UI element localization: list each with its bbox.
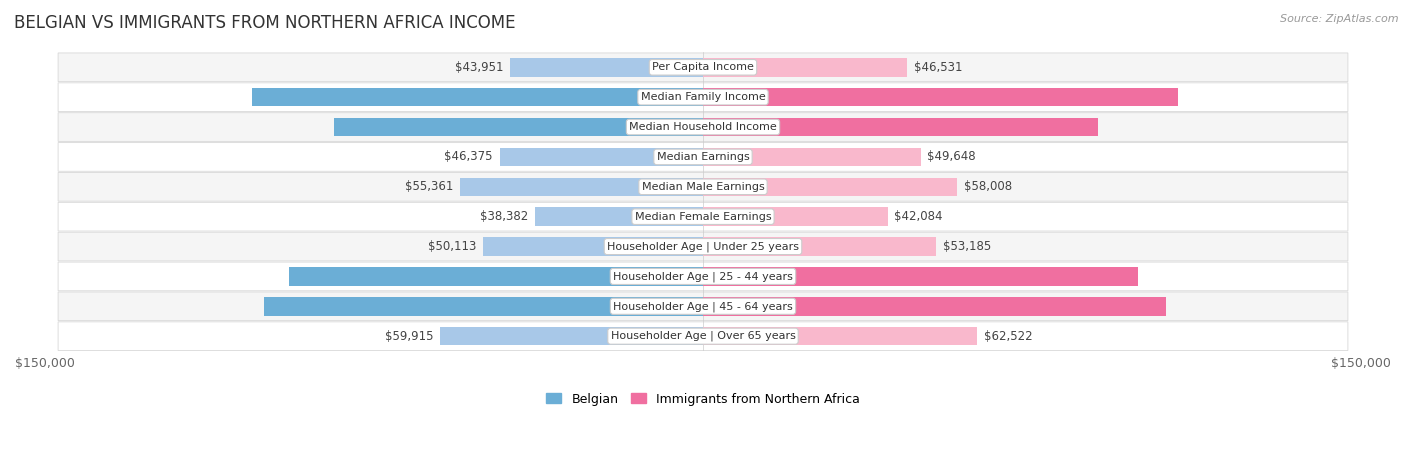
- Bar: [264, 297, 703, 316]
- Bar: [703, 118, 1098, 136]
- Bar: [703, 327, 977, 346]
- Text: Source: ZipAtlas.com: Source: ZipAtlas.com: [1281, 14, 1399, 24]
- Text: Median Female Earnings: Median Female Earnings: [634, 212, 772, 222]
- FancyBboxPatch shape: [58, 113, 1348, 142]
- Bar: [290, 267, 703, 286]
- Text: Median Household Income: Median Household Income: [628, 122, 778, 132]
- Bar: [703, 207, 887, 226]
- Text: Median Earnings: Median Earnings: [657, 152, 749, 162]
- Text: $90,026: $90,026: [669, 120, 723, 134]
- Text: Median Family Income: Median Family Income: [641, 92, 765, 102]
- Text: $42,084: $42,084: [894, 210, 942, 223]
- Bar: [703, 148, 921, 166]
- Text: $94,262: $94,262: [682, 270, 737, 283]
- Text: $50,113: $50,113: [429, 240, 477, 253]
- Text: $38,382: $38,382: [479, 210, 529, 223]
- Bar: [499, 148, 703, 166]
- Text: Per Capita Income: Per Capita Income: [652, 62, 754, 72]
- Text: $102,788: $102,788: [681, 91, 742, 104]
- Text: $53,185: $53,185: [943, 240, 991, 253]
- Text: $62,522: $62,522: [984, 330, 1032, 343]
- Text: $108,161: $108,161: [665, 91, 727, 104]
- Text: Householder Age | Under 25 years: Householder Age | Under 25 years: [607, 241, 799, 252]
- Bar: [534, 207, 703, 226]
- Text: $105,430: $105,430: [665, 300, 725, 313]
- FancyBboxPatch shape: [58, 322, 1348, 351]
- Text: $46,531: $46,531: [914, 61, 962, 74]
- Text: Householder Age | 45 - 64 years: Householder Age | 45 - 64 years: [613, 301, 793, 311]
- Text: $43,951: $43,951: [456, 61, 503, 74]
- Text: $59,915: $59,915: [385, 330, 433, 343]
- Text: Median Male Earnings: Median Male Earnings: [641, 182, 765, 192]
- Text: $100,060: $100,060: [681, 300, 742, 313]
- FancyBboxPatch shape: [58, 202, 1348, 231]
- Bar: [703, 297, 1166, 316]
- Bar: [510, 58, 703, 77]
- Bar: [335, 118, 703, 136]
- Bar: [703, 267, 1139, 286]
- FancyBboxPatch shape: [58, 142, 1348, 171]
- Bar: [703, 88, 1177, 106]
- FancyBboxPatch shape: [58, 83, 1348, 112]
- Text: $99,232: $99,232: [671, 270, 724, 283]
- Bar: [703, 237, 936, 256]
- FancyBboxPatch shape: [58, 262, 1348, 291]
- Bar: [484, 237, 703, 256]
- Text: $84,008: $84,008: [685, 120, 738, 134]
- Text: Householder Age | 25 - 44 years: Householder Age | 25 - 44 years: [613, 271, 793, 282]
- FancyBboxPatch shape: [58, 292, 1348, 321]
- Bar: [703, 58, 907, 77]
- Text: $49,648: $49,648: [928, 150, 976, 163]
- FancyBboxPatch shape: [58, 232, 1348, 261]
- Bar: [440, 327, 703, 346]
- Bar: [252, 88, 703, 106]
- Text: Householder Age | Over 65 years: Householder Age | Over 65 years: [610, 331, 796, 341]
- Bar: [460, 177, 703, 196]
- FancyBboxPatch shape: [58, 53, 1348, 82]
- Text: $46,375: $46,375: [444, 150, 494, 163]
- Bar: [703, 177, 957, 196]
- Text: $55,361: $55,361: [405, 180, 454, 193]
- Legend: Belgian, Immigrants from Northern Africa: Belgian, Immigrants from Northern Africa: [541, 388, 865, 410]
- FancyBboxPatch shape: [58, 172, 1348, 201]
- Text: $58,008: $58,008: [965, 180, 1012, 193]
- Text: BELGIAN VS IMMIGRANTS FROM NORTHERN AFRICA INCOME: BELGIAN VS IMMIGRANTS FROM NORTHERN AFRI…: [14, 14, 516, 32]
